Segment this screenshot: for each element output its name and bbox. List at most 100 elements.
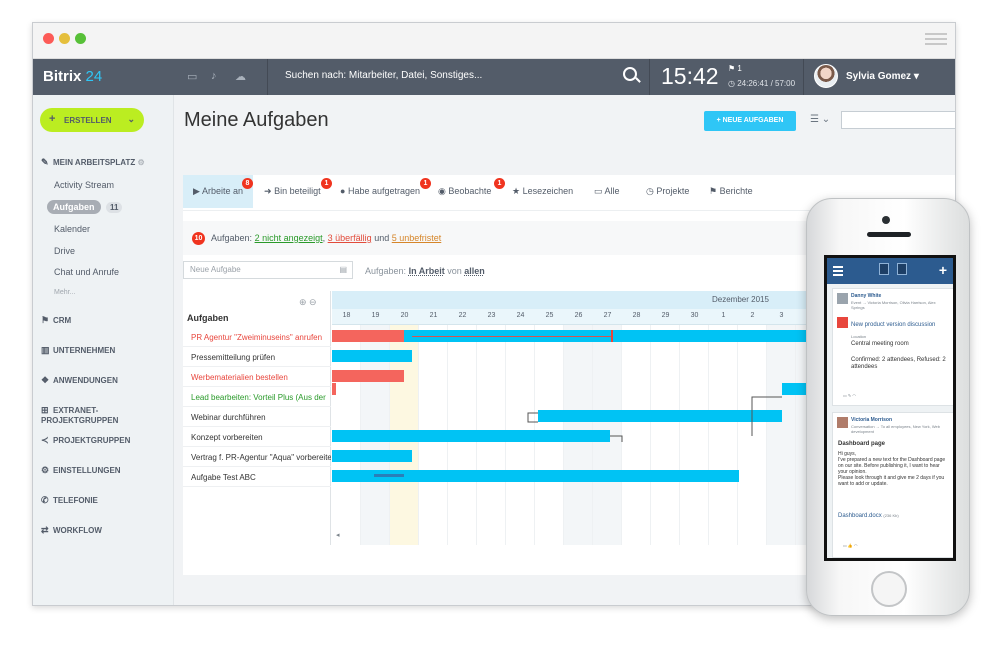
filter-prefix: Aufgaben: bbox=[365, 266, 407, 276]
gantt-task-row[interactable]: Aufgabe Test ABC bbox=[183, 467, 331, 487]
logo[interactable]: Bitrix 24 bbox=[43, 68, 102, 85]
tab-projects[interactable]: ◷ Projekte bbox=[646, 186, 689, 197]
plus-icon: + bbox=[49, 113, 56, 125]
event-title[interactable]: New product version discussion bbox=[851, 322, 936, 328]
filter-who[interactable]: allen bbox=[464, 266, 485, 276]
sidebar-item-tasks[interactable]: Aufgaben bbox=[47, 200, 101, 214]
gantt-bar[interactable] bbox=[332, 470, 739, 482]
menu-icon[interactable] bbox=[833, 266, 843, 278]
arrow-right-icon: ➜ bbox=[264, 186, 272, 196]
filter-status[interactable]: In Arbeit bbox=[408, 266, 445, 276]
gantt-bar[interactable] bbox=[332, 370, 404, 382]
gear-icon: ⚙ bbox=[41, 465, 50, 475]
sidebar-item-applications[interactable]: ❖ ANWENDUNGEN bbox=[41, 375, 118, 386]
minimize-window-icon[interactable] bbox=[59, 33, 70, 44]
scroll-left-icon[interactable]: ◂ bbox=[336, 532, 340, 539]
day-label: 23 bbox=[487, 312, 496, 319]
post-author[interactable]: Danny White bbox=[851, 293, 882, 299]
sidebar-item-chat[interactable]: Chat und Anrufe bbox=[54, 267, 120, 277]
month-label: Dezember 2015 bbox=[712, 295, 769, 304]
home-button[interactable] bbox=[871, 571, 907, 607]
not-shown-link[interactable]: 2 nicht angezeigt bbox=[254, 233, 323, 243]
tab-participating[interactable]: ➜ Bin beteiligt bbox=[264, 186, 321, 197]
new-task-button[interactable]: + NEUE AUFGABEN bbox=[704, 111, 796, 131]
tab-icon[interactable] bbox=[897, 263, 907, 275]
phone-mockup: + Danny White Event → Victoria Morrison,… bbox=[806, 198, 970, 616]
maximize-window-icon[interactable] bbox=[75, 33, 86, 44]
sidebar-item-company[interactable]: ▥ UNTERNEHMEN bbox=[41, 345, 115, 356]
gantt-bar[interactable] bbox=[332, 383, 336, 395]
sidebar-item-crm[interactable]: ⚑ CRM bbox=[41, 315, 71, 326]
sidebar-section-workplace[interactable]: ✎ MEIN ARBEITSPLATZ ⚙ bbox=[41, 157, 145, 168]
sidebar-item-extranet[interactable]: ⊞ EXTRANET-PROJEKTGRUPPEN bbox=[41, 405, 173, 425]
tab-label: Berichte bbox=[719, 186, 753, 196]
search-icon[interactable] bbox=[623, 67, 637, 81]
zoom-icons[interactable]: ⊕ ⊖ bbox=[299, 297, 317, 307]
new-task-input[interactable]: Neue Aufgabe ▤ bbox=[183, 261, 353, 279]
gantt-task-row[interactable]: Werbematerialien bestellen bbox=[183, 367, 331, 387]
day-label: 24 bbox=[516, 312, 525, 319]
bell-icon[interactable]: ♪ bbox=[211, 70, 217, 82]
gantt-task-row[interactable]: Vertrag f. PR-Agentur "Aqua" vorbereite bbox=[183, 447, 331, 467]
create-button[interactable]: + ERSTELLEN ⌄ bbox=[40, 108, 144, 132]
section-label: CRM bbox=[53, 316, 72, 325]
attachment[interactable]: Dashboard.docx (236 Kb) bbox=[838, 513, 899, 519]
divider bbox=[649, 59, 650, 95]
form-icon[interactable]: ▤ bbox=[339, 265, 347, 274]
post-author[interactable]: Victoria Morrison bbox=[851, 417, 893, 423]
sidebar-item-workflow[interactable]: ⇄ WORKFLOW bbox=[41, 525, 102, 536]
section-label: UNTERNEHMEN bbox=[53, 346, 116, 355]
gantt-bar[interactable] bbox=[332, 450, 412, 462]
sidebar-item-calendar[interactable]: Kalender bbox=[54, 224, 91, 234]
tab-bookmarks[interactable]: ★ Lesezeichen bbox=[512, 186, 573, 197]
sidebar-item-groups[interactable]: ≺ PROJEKTGRUPPEN bbox=[41, 435, 130, 446]
gantt-task-row[interactable]: Pressemitteilung prüfen bbox=[183, 347, 331, 367]
phone-icon: ✆ bbox=[41, 495, 49, 505]
avatar[interactable] bbox=[814, 64, 838, 88]
gantt-bar[interactable] bbox=[332, 430, 610, 442]
tab-assigned[interactable]: ● Habe aufgetragen bbox=[340, 186, 420, 196]
task-tabs: ▶ Arbeite an 8 ➜ Bin beteiligt 1 ● Habe … bbox=[183, 175, 955, 211]
day-label: 25 bbox=[545, 312, 554, 319]
gear-icon[interactable]: ⚙ bbox=[137, 158, 145, 167]
gantt-task-row[interactable]: Lead bearbeiten: Vorteil Plus (Aus der bbox=[183, 387, 331, 407]
user-menu[interactable]: Sylvia Gomez ▾ bbox=[846, 71, 919, 82]
gantt-task-row[interactable]: PR Agentur "Zweiminuseins" anrufen bbox=[183, 327, 331, 347]
filter-search-input[interactable] bbox=[841, 111, 955, 129]
attendance-status: Confirmed: 2 attendees, Refused: 2 atten… bbox=[851, 357, 946, 370]
tab-reports[interactable]: ⚑ Berichte bbox=[709, 186, 753, 197]
section-label: MEIN ARBEITSPLATZ bbox=[53, 158, 136, 167]
list-view-icon[interactable]: ☰ ⌄ bbox=[810, 114, 831, 125]
search-input[interactable]: Suchen nach: Mitarbeiter, Datei, Sonstig… bbox=[285, 70, 483, 81]
gantt-bar[interactable] bbox=[332, 350, 412, 362]
sidebar-item-settings[interactable]: ⚙ EINSTELLUNGEN bbox=[41, 465, 121, 476]
new-task-label: NEUE AUFGABEN bbox=[722, 117, 784, 124]
day-label: 2 bbox=[750, 312, 755, 319]
overdue-link[interactable]: 3 überfällig bbox=[327, 233, 372, 243]
clock-time[interactable]: 15:42 bbox=[661, 63, 719, 89]
gantt-task-row[interactable]: Konzept vorbereiten bbox=[183, 427, 331, 447]
sidebar-item-drive[interactable]: Drive bbox=[54, 246, 76, 256]
gantt-task-row[interactable]: Webinar durchführen bbox=[183, 407, 331, 427]
tab-watching[interactable]: ◉ Beobachte bbox=[438, 186, 491, 197]
tab-icon[interactable] bbox=[879, 263, 889, 275]
tab-badge: 1 bbox=[321, 178, 332, 189]
flag-count: 1 bbox=[737, 64, 742, 73]
like-icon[interactable]: ▭ 👍 ◠ bbox=[843, 543, 858, 548]
no-deadline-link[interactable]: 5 unbefristet bbox=[391, 233, 442, 243]
flag-icon: ⚑ bbox=[709, 186, 718, 196]
gantt-bar[interactable] bbox=[332, 330, 404, 342]
chat-icon[interactable]: ▭ bbox=[187, 71, 198, 83]
comment-icon[interactable]: ▭ ✎ ◠ bbox=[843, 393, 856, 398]
sidebar-item-activity-stream[interactable]: Activity Stream bbox=[54, 180, 115, 190]
hamburger-icon[interactable] bbox=[925, 33, 947, 48]
sidebar-more-link[interactable]: Mehr... bbox=[54, 289, 76, 296]
gantt-bar[interactable] bbox=[538, 410, 782, 422]
add-icon[interactable]: + bbox=[938, 262, 947, 278]
sidebar-item-telephony[interactable]: ✆ TELEFONIE bbox=[41, 495, 98, 506]
tab-working-on[interactable]: ▶ Arbeite an bbox=[183, 175, 253, 208]
close-window-icon[interactable] bbox=[43, 33, 54, 44]
cloud-icon[interactable]: ☁ bbox=[235, 71, 246, 83]
day-label: 30 bbox=[690, 312, 699, 319]
tab-all[interactable]: ▭ Alle bbox=[594, 186, 620, 197]
